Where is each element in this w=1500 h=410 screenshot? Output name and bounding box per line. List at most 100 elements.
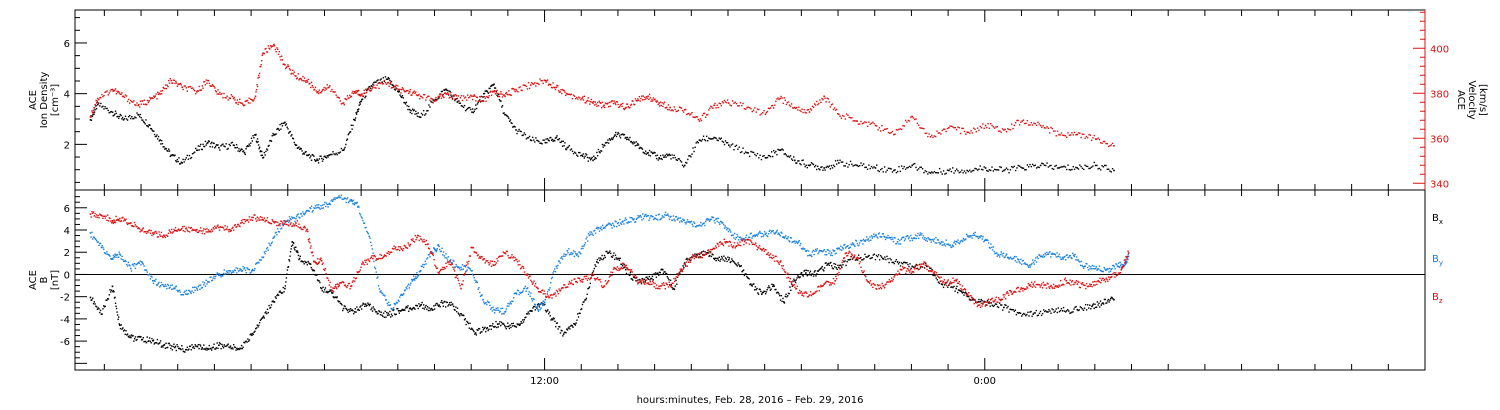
data-point: [117, 117, 120, 120]
data-point: [253, 331, 255, 333]
data-point: [160, 143, 162, 145]
data-point: [860, 162, 862, 164]
data-point: [437, 95, 440, 98]
data-point: [991, 304, 993, 307]
data-point: [729, 104, 731, 106]
data-point: [731, 100, 734, 102]
data-point: [133, 262, 136, 265]
data-point: [382, 294, 385, 296]
data-point: [667, 277, 669, 279]
data-point: [818, 251, 820, 253]
data-point: [1056, 130, 1059, 132]
data-point: [171, 154, 174, 156]
data-point: [1014, 121, 1017, 124]
data-point: [509, 301, 512, 303]
data-point: [217, 272, 219, 275]
data-point: [976, 235, 978, 238]
data-point: [419, 116, 422, 119]
data-point: [246, 145, 249, 147]
data-point: [716, 257, 718, 260]
data-point: [103, 252, 106, 254]
data-point: [383, 316, 386, 319]
data-point: [658, 157, 660, 159]
data-point: [839, 115, 841, 117]
data-point: [964, 239, 966, 241]
data-point: [607, 139, 609, 141]
data-point: [400, 310, 402, 312]
data-point: [375, 81, 377, 83]
data-point: [877, 129, 879, 131]
data-point: [773, 149, 775, 152]
data-point: [438, 248, 441, 251]
data-point: [1055, 164, 1057, 167]
data-point: [280, 227, 283, 229]
data-point: [376, 80, 378, 82]
data-point: [841, 266, 843, 269]
data-point: [1097, 137, 1099, 139]
data-point: [1091, 304, 1094, 306]
data-point: [853, 164, 856, 167]
data-point: [355, 202, 358, 205]
data-point: [113, 256, 115, 259]
data-point: [530, 82, 533, 84]
data-point: [916, 122, 919, 125]
data-point: [332, 151, 334, 153]
data-point: [928, 239, 931, 241]
data-point: [647, 151, 649, 154]
data-point: [593, 100, 595, 103]
data-point: [337, 96, 339, 99]
data-point: [574, 97, 577, 100]
data-point: [569, 328, 571, 330]
data-point: [1105, 164, 1107, 167]
data-point: [495, 92, 497, 94]
data-point: [895, 258, 898, 261]
data-point: [692, 225, 694, 227]
data-point: [747, 152, 750, 154]
data-point: [847, 166, 849, 168]
data-point: [701, 223, 704, 225]
data-point: [310, 81, 313, 84]
data-point: [940, 171, 942, 173]
data-point: [97, 241, 99, 243]
data-point: [215, 347, 218, 349]
data-point: [1042, 163, 1044, 165]
data-point: [203, 282, 206, 284]
data-point: [873, 233, 875, 235]
data-point: [921, 237, 924, 239]
data-point: [849, 160, 852, 163]
data-point: [196, 90, 199, 92]
data-point: [1025, 122, 1027, 125]
data-point: [403, 289, 406, 292]
data-point: [920, 234, 922, 236]
data-point: [397, 310, 400, 312]
data-point: [142, 100, 144, 102]
data-point: [539, 78, 541, 80]
data-point: [153, 279, 156, 282]
data-point: [667, 213, 669, 215]
data-point: [266, 247, 268, 250]
data-point: [963, 294, 965, 296]
data-point: [893, 169, 895, 172]
data-point: [552, 272, 554, 274]
data-point: [653, 273, 655, 275]
data-point: [449, 90, 451, 93]
data-point: [417, 112, 419, 114]
data-point: [631, 100, 633, 102]
data-point: [111, 111, 114, 114]
data-point: [617, 103, 619, 106]
data-point: [618, 105, 621, 108]
data-point: [662, 154, 664, 156]
data-point: [1117, 265, 1119, 268]
data-point: [393, 303, 396, 305]
data-point: [656, 219, 659, 221]
data-point: [809, 254, 811, 257]
data-point: [1021, 120, 1024, 122]
data-point: [1058, 253, 1061, 255]
data-point: [269, 244, 271, 246]
data-point: [711, 253, 713, 255]
data-point: [657, 272, 659, 274]
data-point: [1042, 124, 1044, 127]
data-point: [838, 113, 840, 116]
data-point: [658, 102, 660, 104]
data-point: [190, 349, 192, 351]
